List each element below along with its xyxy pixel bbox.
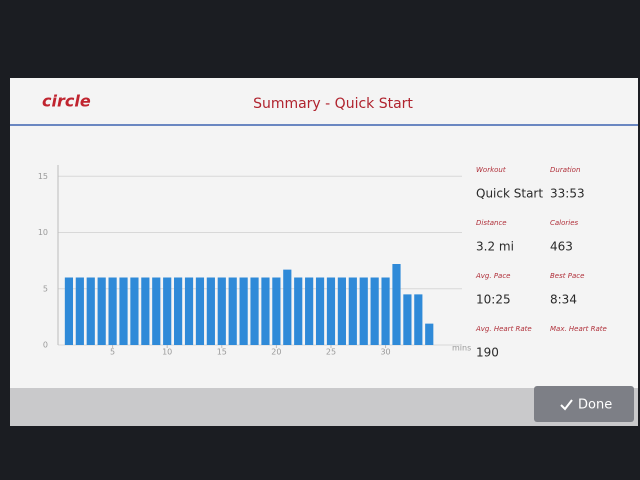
bar bbox=[392, 264, 401, 345]
bar bbox=[174, 277, 183, 345]
chart: 0 5 10 15 5 10 15 20 25 30 mins bbox=[38, 165, 471, 357]
bar bbox=[261, 277, 270, 345]
bar bbox=[326, 277, 336, 345]
stat-value: 3.2 mi bbox=[476, 240, 514, 254]
stat-label: Avg. Heart Rate bbox=[475, 325, 532, 333]
bar bbox=[119, 277, 128, 345]
x-axis-label: mins bbox=[452, 344, 471, 353]
x-tick-label: 10 bbox=[162, 348, 172, 357]
x-tick-label: 20 bbox=[271, 348, 281, 357]
bar bbox=[294, 277, 303, 345]
stat-label: Workout bbox=[476, 166, 506, 174]
bar bbox=[228, 277, 237, 345]
bar bbox=[359, 277, 368, 345]
done-button[interactable] bbox=[534, 386, 634, 422]
logo: circle bbox=[42, 92, 91, 111]
bar bbox=[195, 277, 205, 345]
bar bbox=[239, 277, 248, 345]
stat-label: Best Pace bbox=[550, 272, 584, 280]
bar bbox=[108, 277, 117, 345]
bar bbox=[425, 323, 434, 345]
bar bbox=[86, 277, 95, 345]
bar bbox=[206, 277, 215, 345]
bar bbox=[348, 277, 357, 345]
y-tick-label: 15 bbox=[38, 172, 48, 181]
bar bbox=[97, 277, 106, 345]
y-tick-label: 10 bbox=[38, 228, 48, 237]
bar bbox=[75, 277, 84, 345]
footer bbox=[10, 388, 638, 426]
bar bbox=[64, 277, 74, 345]
stat-label: Calories bbox=[550, 219, 579, 227]
bar bbox=[141, 277, 150, 345]
bar bbox=[305, 277, 314, 345]
stat-label: Duration bbox=[550, 166, 580, 174]
bar bbox=[283, 269, 292, 345]
stat-value: 10:25 bbox=[476, 293, 511, 307]
bar bbox=[315, 277, 325, 345]
check-icon bbox=[560, 399, 573, 411]
stat-value: 463 bbox=[550, 240, 573, 254]
bar bbox=[130, 277, 139, 345]
bar bbox=[272, 277, 281, 345]
x-tick-label: 25 bbox=[326, 348, 336, 357]
x-tick-label: 15 bbox=[217, 348, 227, 357]
stat-value: 190 bbox=[476, 346, 499, 360]
x-tick-label: 5 bbox=[110, 348, 115, 357]
bar bbox=[381, 277, 390, 345]
bar bbox=[403, 294, 412, 345]
bar bbox=[337, 277, 346, 345]
bar bbox=[152, 277, 161, 345]
y-tick-label: 5 bbox=[43, 284, 48, 293]
bar bbox=[250, 277, 259, 345]
bar bbox=[217, 277, 226, 345]
bar bbox=[163, 277, 172, 345]
stats: Workout Quick Start Duration 33:53 Distance 3… bbox=[475, 166, 607, 360]
bar bbox=[414, 294, 423, 345]
bar bbox=[370, 277, 379, 345]
stat-value: 33:53 bbox=[550, 187, 585, 201]
bar bbox=[184, 277, 194, 345]
stat-value: Quick Start bbox=[476, 187, 543, 201]
y-tick-label: 0 bbox=[43, 341, 48, 350]
stat-value: 8:34 bbox=[550, 293, 577, 307]
page-title: Summary - Quick Start bbox=[253, 96, 413, 112]
x-tick-label: 30 bbox=[380, 348, 390, 357]
stat-label: Max. Heart Rate bbox=[550, 325, 607, 333]
done-label[interactable]: Done bbox=[578, 398, 612, 413]
stat-label: Distance bbox=[476, 219, 507, 227]
stat-label: Avg. Pace bbox=[475, 272, 511, 280]
